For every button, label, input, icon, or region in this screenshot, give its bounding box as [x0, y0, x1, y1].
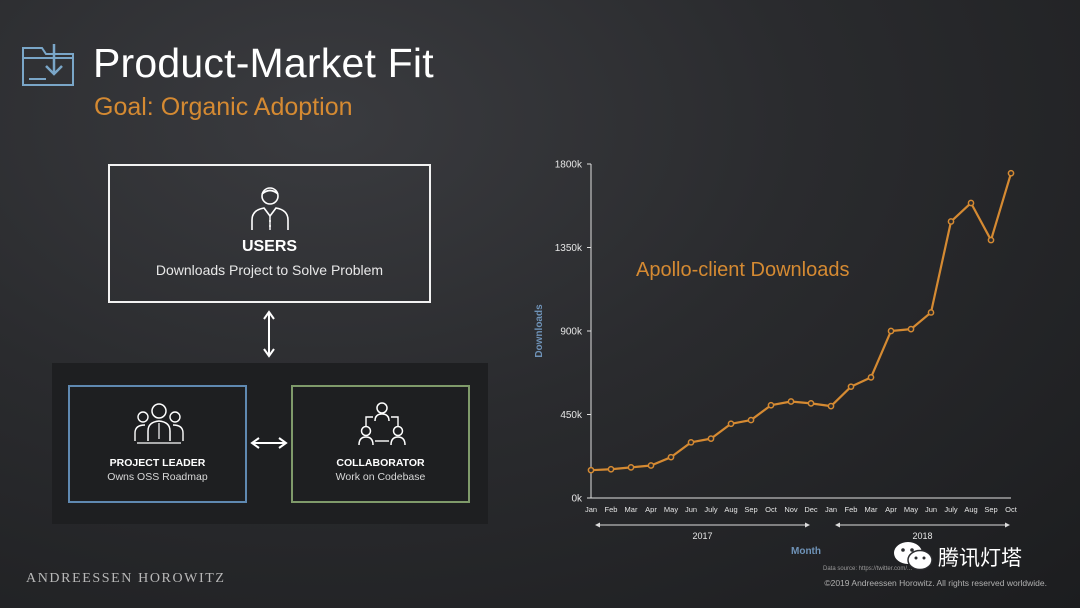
data-source-note: Data source: https://twitter.com/... — [823, 566, 913, 572]
collaborator-description: Work on Codebase — [335, 471, 426, 483]
x-axis-label: Month — [791, 546, 821, 557]
data-point — [947, 218, 955, 225]
y-ticks: 0k 450k 900k 1350k 1800k — [555, 160, 591, 505]
series-group — [587, 169, 1015, 474]
x-tick-label: July — [944, 505, 958, 514]
watermark: 腾讯灯塔 — [890, 540, 1060, 572]
x-tick-label: Jun — [925, 505, 937, 514]
data-point — [667, 453, 675, 461]
x-tick-label: Jun — [685, 505, 697, 514]
y-tick-label: 900k — [560, 327, 583, 338]
data-point — [787, 398, 795, 405]
page-subtitle: Goal: Organic Adoption — [94, 93, 353, 121]
data-point — [907, 325, 915, 333]
x-tick-label: Apr — [645, 505, 657, 514]
data-point — [607, 465, 615, 473]
data-point — [627, 464, 635, 471]
x-tick-label: Mar — [865, 505, 878, 514]
year-bracket-arrow-right — [805, 522, 810, 528]
x-tick-label: Sep — [744, 505, 757, 514]
year-bracket-arrow-left — [595, 522, 600, 528]
x-tick-label: Nov — [784, 505, 798, 514]
data-point — [747, 416, 755, 424]
downloads-line-chart: Apollo-client Downloads Downloads Month … — [534, 160, 1018, 558]
y-axis-label: Downloads — [534, 304, 545, 358]
x-tick-label: Jan — [585, 505, 597, 514]
year-bracket-arrow-right — [1005, 522, 1010, 528]
x-tick-label: July — [704, 505, 718, 514]
data-point — [1007, 169, 1015, 177]
data-point — [807, 400, 815, 407]
data-point — [887, 327, 895, 335]
x-tick-label: Aug — [964, 505, 977, 514]
data-point — [687, 438, 695, 446]
page-title: Product-Market Fit — [93, 40, 434, 86]
x-ticks: Jan Feb Mar Apr May Jun July Aug Sep Oct Nov Dec Jan… — [585, 505, 1018, 514]
wechat-icon — [894, 542, 933, 571]
brand-logo-text: ANDREESSEN HOROWITZ — [26, 571, 226, 586]
year-groups: 2017 2018 — [595, 522, 1010, 541]
year-label: 2017 — [692, 531, 712, 541]
data-point — [987, 236, 995, 244]
y-tick-label: 1350k — [555, 243, 583, 254]
vertical-double-arrow — [263, 310, 275, 358]
users-description: Downloads Project to Solve Problem — [155, 262, 384, 278]
x-tick-label: Apr — [885, 505, 897, 514]
users-label: USERS — [241, 238, 298, 255]
collaborator-box: COLLABORATOR Work on Codebase — [291, 385, 470, 503]
data-point — [867, 374, 875, 381]
x-tick-label: Dec — [804, 505, 818, 514]
year-bracket-arrow-left — [835, 522, 840, 528]
team-leader-icon — [134, 403, 184, 444]
users-box: USERS Downloads Project to Solve Problem — [108, 164, 431, 303]
project-leader-description: Owns OSS Roadmap — [107, 471, 208, 483]
user-icon — [251, 187, 289, 230]
project-leader-label: PROJECT LEADER — [109, 457, 206, 469]
chart-title: Apollo-client Downloads — [636, 259, 849, 281]
x-tick-label: Sep — [984, 505, 997, 514]
y-tick-label: 0k — [571, 494, 583, 505]
data-point — [647, 462, 655, 469]
collaborator-network-icon — [358, 402, 406, 446]
data-point — [827, 402, 835, 410]
x-tick-label: Feb — [605, 505, 618, 514]
x-tick-label: Oct — [1005, 505, 1018, 514]
y-tick-label: 1800k — [555, 160, 583, 171]
x-tick-label: Oct — [765, 505, 778, 514]
copyright-notice: ©2019 Andreessen Horowitz. All rights re… — [824, 578, 1047, 588]
collaborator-label: COLLABORATOR — [336, 457, 425, 469]
x-tick-label: May — [904, 505, 918, 514]
x-tick-label: Feb — [845, 505, 858, 514]
download-folder-icon — [22, 44, 74, 86]
chart-axes — [590, 164, 1011, 499]
data-point — [727, 420, 735, 428]
y-tick-label: 450k — [560, 410, 583, 421]
data-point — [767, 401, 775, 409]
x-tick-label: Mar — [625, 505, 638, 514]
data-point — [587, 466, 595, 474]
data-point — [707, 435, 715, 442]
x-tick-label: May — [664, 505, 678, 514]
data-point — [927, 309, 935, 316]
x-tick-label: Aug — [724, 505, 737, 514]
data-point — [847, 383, 855, 391]
horizontal-double-arrow — [250, 437, 288, 449]
year-label: 2018 — [912, 531, 932, 541]
data-point — [967, 199, 975, 207]
project-leader-box: PROJECT LEADER Owns OSS Roadmap — [68, 385, 247, 503]
series-line — [590, 172, 1013, 472]
x-tick-label: Jan — [825, 505, 837, 514]
watermark-text: 腾讯灯塔 — [938, 546, 1022, 570]
